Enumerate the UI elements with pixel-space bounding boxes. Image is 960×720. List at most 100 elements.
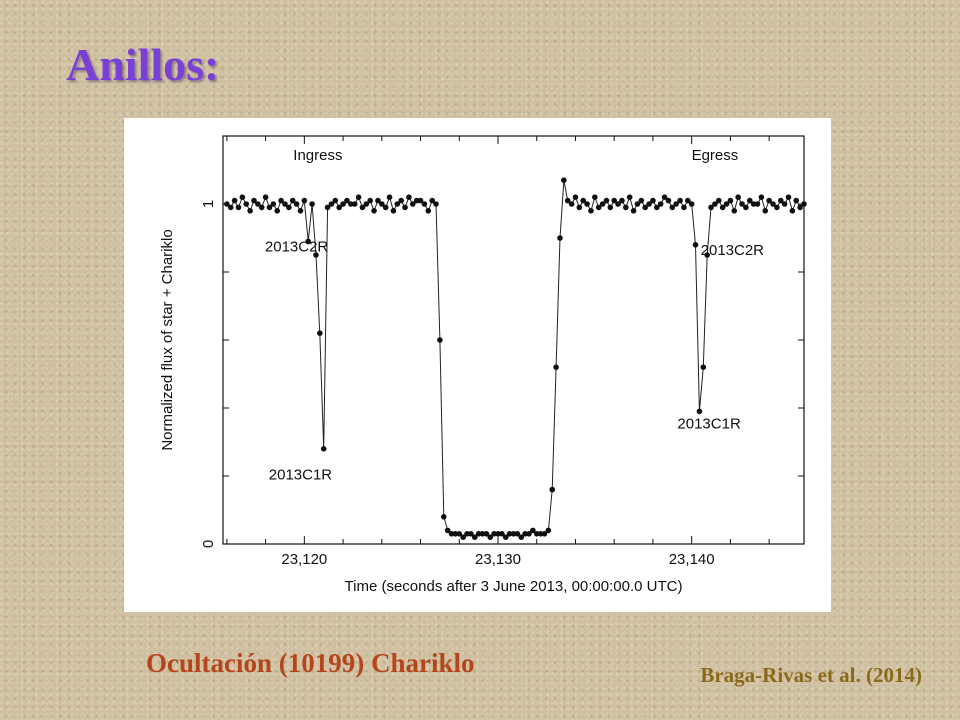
flux-point: [673, 201, 679, 207]
flux-point: [518, 534, 525, 540]
flux-point: [685, 197, 691, 204]
flux-point: [355, 194, 362, 200]
flux-point: [348, 201, 354, 207]
flux-point: [270, 201, 277, 207]
flux-point: [479, 531, 486, 537]
flux-point: [781, 201, 788, 207]
flux-point: [712, 201, 718, 207]
flux-point: [541, 531, 548, 537]
flux-point: [603, 197, 610, 204]
flux-point: [475, 531, 482, 537]
flux-point: [394, 201, 401, 207]
flux-point: [611, 197, 618, 204]
flux-point: [375, 197, 381, 204]
flux-point: [530, 527, 536, 534]
y-tick-label: 0: [200, 540, 217, 548]
slide-title: Anillos:: [66, 39, 220, 90]
flux-point: [696, 408, 703, 415]
flux-point: [266, 204, 273, 211]
flux-point: [677, 197, 683, 204]
x-tick-label: 23,130: [475, 551, 521, 568]
flux-point: [762, 208, 769, 214]
flux-point: [471, 534, 478, 540]
flux-point: [297, 208, 304, 214]
region-label-egress: Egress: [692, 147, 739, 164]
flux-point: [801, 201, 807, 207]
flux-point: [359, 204, 366, 211]
flux-point: [289, 197, 296, 204]
flux-point: [692, 242, 699, 248]
flux-point: [491, 531, 497, 537]
flux-point: [568, 201, 575, 207]
flux-point: [735, 194, 741, 200]
flux-point: [386, 194, 393, 200]
flux-point: [723, 201, 730, 207]
ring-label: 2013C2R: [701, 242, 765, 259]
flux-point: [557, 235, 563, 241]
flux-point: [626, 194, 633, 200]
flux-point: [231, 197, 238, 204]
light-curve-chart: 23,120 23,130 23,140 0 1 Time (seconds after …: [159, 135, 807, 595]
flux-point: [305, 238, 312, 245]
flux-point: [274, 208, 281, 214]
flux-point: [661, 194, 668, 200]
flux-point: [452, 531, 459, 537]
flux-point: [681, 204, 687, 211]
flux-point: [367, 197, 373, 204]
flux-point: [340, 201, 346, 207]
flux-point: [464, 531, 470, 537]
flux-point: [595, 204, 602, 211]
flux-point: [495, 531, 501, 537]
flux-point: [522, 531, 528, 537]
flux-point: [774, 204, 780, 211]
flux-point: [704, 252, 710, 258]
flux-point: [440, 514, 447, 520]
flux-point: [309, 201, 315, 207]
flux-point: [406, 194, 412, 200]
flux-point: [715, 197, 722, 204]
flux-point: [437, 337, 443, 343]
y-tick-label: 1: [200, 200, 217, 208]
flux-point: [754, 201, 761, 207]
flux-point: [688, 201, 695, 207]
flux-point: [413, 197, 420, 204]
flux-point: [510, 531, 517, 537]
flux-point: [599, 201, 606, 207]
flux-point: [227, 204, 234, 211]
flux-point: [344, 197, 350, 204]
flux-point: [623, 204, 629, 211]
flux-point: [665, 197, 672, 204]
flux-point: [324, 204, 331, 211]
flux-point: [371, 208, 377, 214]
flux-point: [502, 534, 509, 540]
flux-point: [224, 201, 230, 207]
flux-point: [766, 197, 772, 204]
flux-point: [654, 204, 660, 211]
flux-point: [262, 194, 269, 200]
flux-point: [282, 201, 288, 207]
flux-point: [499, 531, 505, 537]
flux-point: [657, 201, 664, 207]
flux-point: [258, 204, 265, 211]
flux-point: [293, 201, 300, 207]
flux-point: [351, 201, 358, 207]
flux-point: [286, 204, 292, 211]
flux-point: [549, 486, 556, 493]
flux-point: [506, 531, 513, 537]
flux-point: [592, 194, 598, 200]
flux-point: [278, 197, 284, 204]
x-tick-label: 23,120: [281, 551, 327, 568]
flux-point: [576, 204, 583, 211]
flux-point: [719, 204, 726, 211]
flux-point: [533, 531, 540, 537]
flux-point: [487, 534, 494, 540]
flux-point: [777, 197, 784, 204]
flux-point: [642, 204, 648, 211]
flux-point: [758, 194, 765, 200]
flux-point: [537, 531, 544, 537]
flux-point: [785, 194, 792, 200]
flux-point: [615, 201, 621, 207]
flux-point: [750, 201, 757, 207]
citation: Braga-Rivas et al. (2014): [700, 663, 922, 687]
flux-point: [743, 204, 749, 211]
